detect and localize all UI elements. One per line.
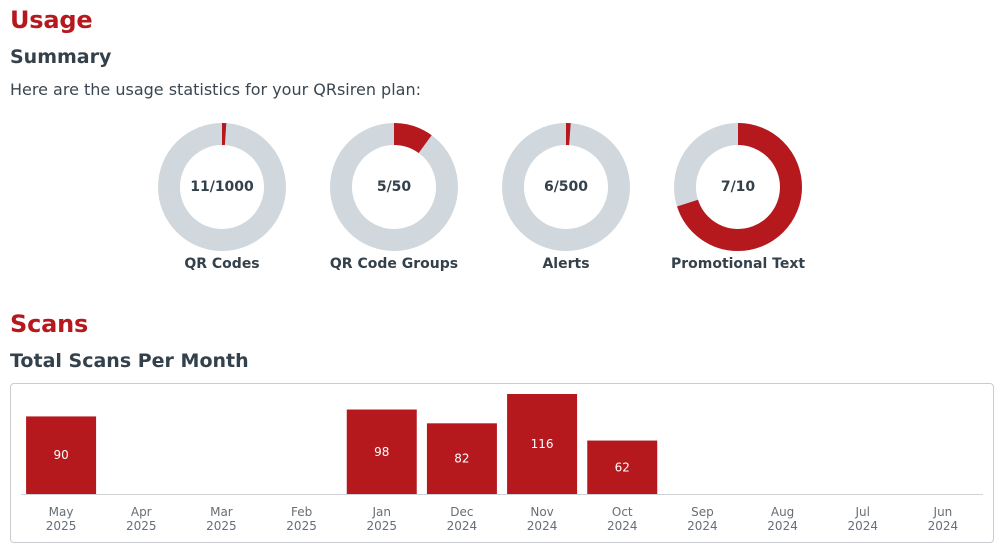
qr-code-groups-label: QR Code Groups [329,256,459,272]
summary-heading: Summary [10,46,112,68]
x-tick-label: 2025 [206,519,237,533]
meter-alerts: 6/500 Alerts [502,122,630,272]
bar-value-label: 82 [454,452,469,466]
promotional-text-donut: 7/10 [673,122,803,252]
meter-promotional-text: 7/10 Promotional Text [670,122,806,272]
scans-chart-heading: Total Scans Per Month [10,350,249,372]
x-tick-label: 2024 [847,519,878,533]
x-tick-label: Nov [530,505,553,519]
promotional-text-count: 7/10 [720,179,756,195]
x-tick-label: Jun [933,505,953,519]
x-tick-label: 2025 [46,519,77,533]
bar[interactable] [507,394,578,494]
usage-heading: Usage [10,6,93,34]
donut-used-arc [158,123,286,251]
x-tick-label: 2024 [687,519,718,533]
alerts-label: Alerts [542,256,590,272]
qr-codes-donut: 11/1000 [157,122,287,252]
x-tick-label: Jul [855,505,870,519]
x-tick-label: 2024 [447,519,478,533]
qr-codes-count: 11/1000 [190,179,254,195]
x-tick-label: 2025 [286,519,317,533]
qr-code-groups-count: 5/50 [376,179,412,195]
x-tick-label: Jan [372,505,392,519]
x-tick-label: Aug [771,505,794,519]
scans-chart-panel: 90 May 2025 Apr 2025 Mar 2025 Feb 2025 98 Jan 2025 8… [10,383,994,543]
scans-heading: Scans [10,310,89,338]
x-tick-label: Mar [210,505,233,519]
x-tick-label: May [49,505,74,519]
bar-value-label: 116 [531,437,554,451]
x-tick-label: 2024 [767,519,798,533]
x-tick-label: 2024 [928,519,959,533]
x-tick-label: Apr [131,505,152,519]
donut-used-arc [674,123,802,251]
meter-qr-codes: 11/1000 QR Codes [158,122,286,272]
scans-bar-chart: 90May2025Apr2025Mar2025Feb202598Jan20258… [21,394,983,533]
bar-value-label: 90 [53,448,68,462]
donut-used-arc [330,123,458,251]
meter-qr-code-groups: 5/50 QR Code Groups [330,122,458,272]
usage-meters: 11/1000 QR Codes 5/50 QR Code Groups 6/5… [158,122,806,272]
x-tick-label: Oct [612,505,633,519]
bar[interactable] [26,416,97,494]
x-tick-label: 2024 [607,519,638,533]
usage-intro-text: Here are the usage statistics for your Q… [10,80,421,99]
bar[interactable] [426,423,497,494]
x-tick-label: 2025 [126,519,157,533]
qr-code-groups-donut: 5/50 [329,122,459,252]
alerts-count: 6/500 [543,179,589,195]
x-tick-label: Feb [291,505,312,519]
alerts-donut: 6/500 [501,122,631,252]
qr-codes-label: QR Codes [184,256,260,272]
x-tick-label: 2025 [366,519,397,533]
bar[interactable] [346,409,417,494]
donut-used-arc [502,123,630,251]
bar[interactable] [587,440,658,494]
promotional-text-label: Promotional Text [670,256,806,272]
x-tick-label: 2024 [527,519,558,533]
x-tick-label: Sep [691,505,714,519]
bar-value-label: 62 [615,460,630,474]
bar-value-label: 98 [374,445,389,459]
x-tick-label: Dec [450,505,473,519]
